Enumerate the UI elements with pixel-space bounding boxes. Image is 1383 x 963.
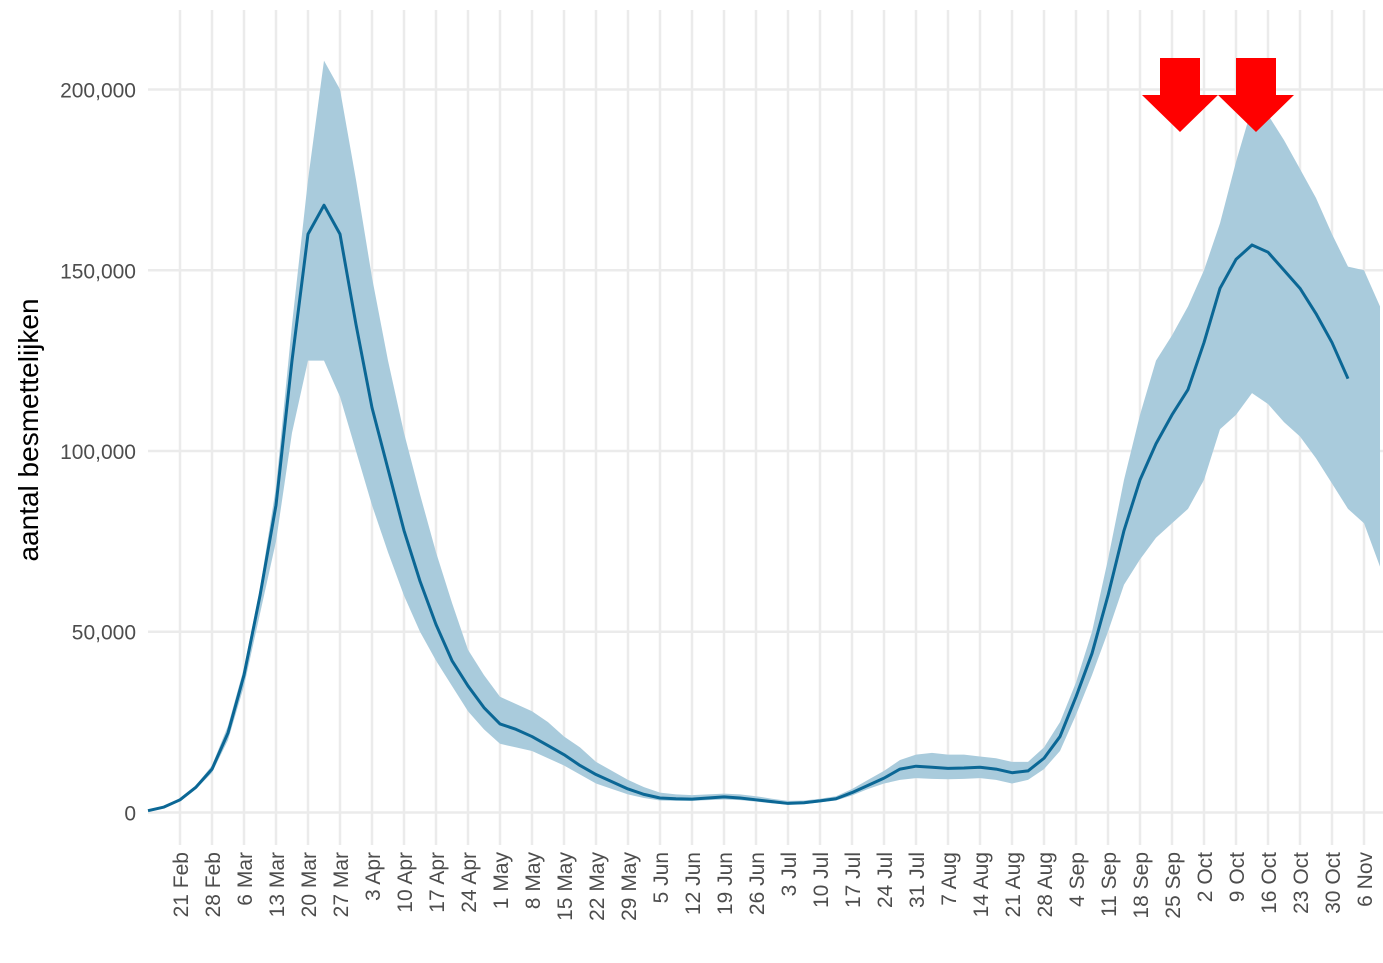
y-tick-label: 0 xyxy=(124,802,136,825)
x-tick-label: 21 Aug xyxy=(1002,852,1025,917)
x-tick-label: 14 Aug xyxy=(970,852,993,917)
x-tick-label: 6 Mar xyxy=(234,852,257,906)
x-tick-label: 17 Jul xyxy=(842,852,865,908)
x-tick-label: 22 May xyxy=(586,852,609,921)
x-tick-label: 24 Apr xyxy=(458,852,481,913)
arrow xyxy=(1218,58,1294,132)
axis-labels: 0 50,000 100,000 150,000 200,000 21 Feb 28 Feb… xyxy=(60,80,1377,921)
x-tick-label: 15 May xyxy=(554,852,577,921)
x-tick-label: 17 Apr xyxy=(426,852,449,913)
y-axis-title: aantal besmettelijken xyxy=(13,298,44,561)
x-tick-label: 4 Sep xyxy=(1066,852,1089,907)
x-tick-label: 3 Apr xyxy=(362,852,385,901)
x-tick-label: 23 Oct xyxy=(1290,852,1313,914)
x-tick-label: 3 Jul xyxy=(778,852,801,896)
x-tick-label: 19 Jun xyxy=(714,852,737,915)
grid xyxy=(148,10,1383,845)
x-tick-label: 12 Jun xyxy=(682,852,705,915)
x-tick-label: 6 Nov xyxy=(1354,852,1377,907)
x-tick-label: 9 Oct xyxy=(1226,852,1249,902)
x-tick-label: 7 Aug xyxy=(938,852,961,906)
x-tick-label: 11 Sep xyxy=(1098,852,1121,917)
y-tick-label: 150,000 xyxy=(60,260,136,283)
x-tick-label: 16 Oct xyxy=(1258,852,1281,914)
x-tick-label: 27 Mar xyxy=(330,852,353,917)
x-tick-label: 2 Oct xyxy=(1194,852,1217,902)
y-tick-label: 200,000 xyxy=(60,80,136,103)
line xyxy=(147,203,1350,813)
x-tick-label: 18 Sep xyxy=(1130,852,1153,919)
y-tick-label: 100,000 xyxy=(60,441,136,464)
x-tick-label: 8 May xyxy=(522,852,545,910)
x-tick-label: 30 Oct xyxy=(1322,852,1345,914)
confidence-band xyxy=(148,60,1380,811)
x-tick-label: 1 May xyxy=(490,852,513,910)
x-tick-label: 21 Feb xyxy=(170,852,193,917)
x-tick-label: 29 May xyxy=(618,852,641,921)
y-tick-label: 50,000 xyxy=(72,622,136,645)
x-tick-label: 24 Jul xyxy=(874,852,897,908)
x-tick-label: 20 Mar xyxy=(298,852,321,917)
arrow xyxy=(1142,58,1218,132)
x-tick-label: 13 Mar xyxy=(266,852,289,917)
x-tick-label: 28 Feb xyxy=(202,852,225,917)
x-tick-label: 28 Aug xyxy=(1034,852,1057,917)
x-tick-label: 5 Jun xyxy=(650,852,673,903)
x-tick-label: 10 Jul xyxy=(810,852,833,908)
x-tick-label: 10 Apr xyxy=(394,852,417,913)
plot xyxy=(147,60,1380,813)
x-tick-label: 25 Sep xyxy=(1162,852,1185,919)
x-tick-label: 26 Jun xyxy=(746,852,769,915)
x-tick-label: 31 Jul xyxy=(906,852,929,908)
